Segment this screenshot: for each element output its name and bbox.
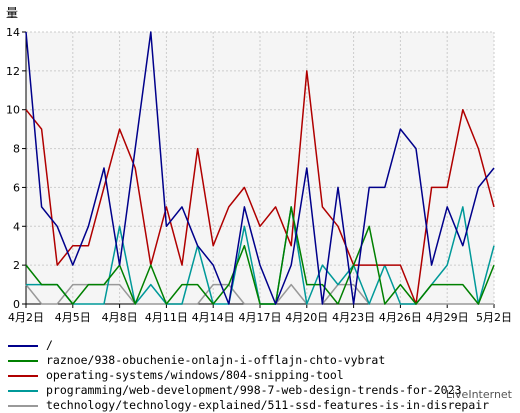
legend-swatch [8, 345, 38, 347]
legend-label: raznoe/938-obuchenie-onlajn-i-offlajn-ch… [46, 353, 386, 367]
x-tick-label: 4月8日 [102, 311, 138, 324]
y-tick-label: 6 [13, 181, 20, 194]
brand-label: LiveInternet [445, 388, 512, 401]
y-tick-label: 12 [6, 65, 20, 78]
series-line [25, 31, 495, 305]
legend-item: / [8, 338, 520, 353]
y-tick-label: 14 [6, 26, 20, 39]
x-tick-label: 4月29日 [426, 311, 469, 324]
x-tick-label: 4月23日 [332, 311, 375, 324]
y-tick-label: 2 [13, 259, 20, 272]
legend-label: operating-systems/windows/804-snipping-t… [46, 368, 344, 382]
y-tick-label: 0 [13, 298, 20, 311]
line-chart: 量 0 2 4 6 8 10 12 14 4月2日 4月5日 4月8日 4月11日 4月14日 4月17日… [6, 6, 512, 324]
x-tick-label: 4月5日 [55, 311, 91, 324]
legend-label: programming/web-development/998-7-web-de… [46, 383, 462, 397]
legend-swatch [8, 390, 38, 392]
x-tick-label: 4月2日 [8, 311, 44, 324]
y-tick-label: 4 [13, 220, 20, 233]
legend-item: technology/technology-explained/511-ssd-… [8, 398, 520, 413]
legend-swatch [8, 405, 38, 407]
x-tick-label: 4月11日 [145, 311, 188, 324]
legend: / raznoe/938-obuchenie-onlajn-i-offlajn-c… [8, 338, 520, 413]
legend-item: programming/web-development/998-7-web-de… [8, 383, 520, 398]
legend-item: operating-systems/windows/804-snipping-t… [8, 368, 520, 383]
legend-item: raznoe/938-obuchenie-onlajn-i-offlajn-ch… [8, 353, 520, 368]
x-tick-label: 4月17日 [239, 311, 282, 324]
legend-swatch [8, 375, 38, 377]
legend-label: technology/technology-explained/511-ssd-… [46, 398, 490, 412]
x-tick-label: 5月2日 [476, 311, 512, 324]
legend-label: / [46, 338, 53, 352]
y-axis-label: 量 [6, 6, 18, 20]
legend-swatch [8, 360, 38, 362]
y-tick-label: 10 [6, 104, 20, 117]
x-tick-label: 4月26日 [379, 311, 422, 324]
x-tick-label: 4月14日 [192, 311, 235, 324]
x-tick-label: 4月20日 [285, 311, 328, 324]
series-line [25, 206, 495, 305]
y-tick-label: 8 [13, 143, 20, 156]
